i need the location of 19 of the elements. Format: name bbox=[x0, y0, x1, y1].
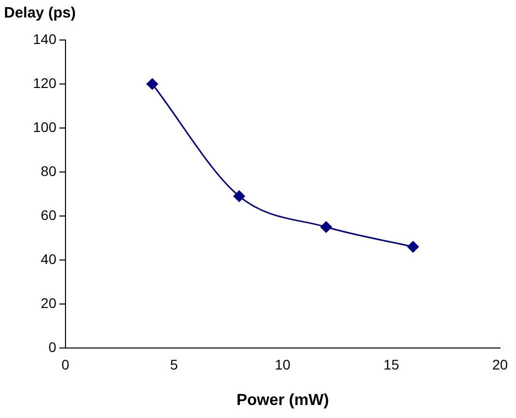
point bbox=[407, 241, 419, 253]
y-tick-label: 100 bbox=[33, 118, 57, 135]
point bbox=[320, 221, 332, 233]
y-tick-label: 40 bbox=[40, 250, 57, 267]
x-tick-label: 0 bbox=[61, 356, 70, 372]
y-tick-label: 20 bbox=[40, 294, 57, 311]
point bbox=[233, 190, 245, 202]
y-tick-label: 0 bbox=[48, 338, 57, 355]
x-tick-label: 20 bbox=[492, 356, 508, 372]
y-tick-label: 80 bbox=[40, 162, 57, 179]
y-tick-label: 60 bbox=[40, 206, 57, 223]
x-tick-label: 10 bbox=[274, 356, 291, 372]
x-tick-label: 5 bbox=[170, 356, 178, 372]
x-axis-title: Power (mW) bbox=[236, 392, 329, 409]
point bbox=[146, 78, 158, 90]
y-tick-label: 120 bbox=[33, 74, 57, 91]
x-tick-label: 15 bbox=[384, 356, 400, 372]
y-axis-title: Delay (ps) bbox=[4, 4, 76, 22]
y-tick-label: 140 bbox=[33, 30, 57, 47]
